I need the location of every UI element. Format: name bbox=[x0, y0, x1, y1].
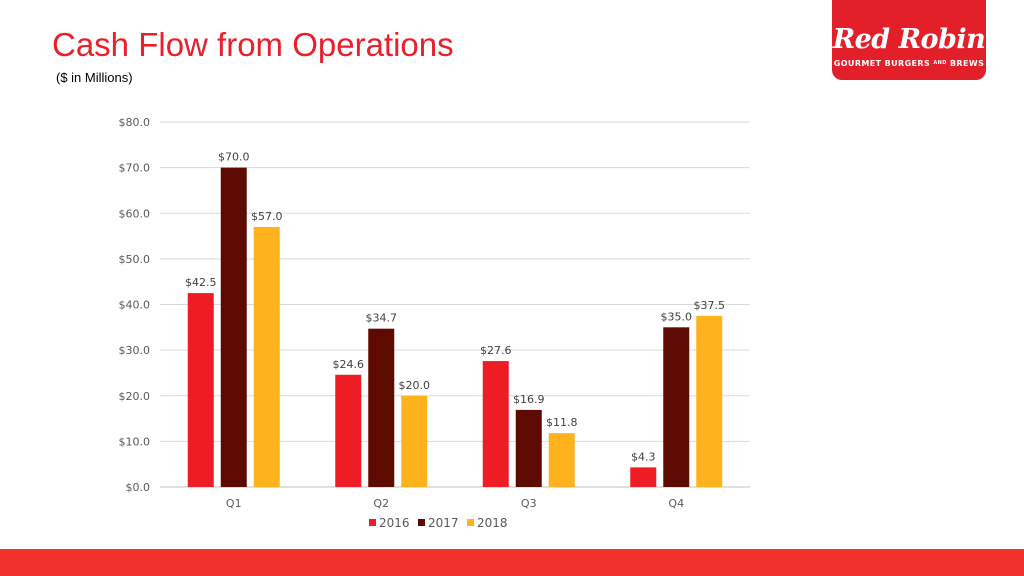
legend-label: 2016 bbox=[379, 516, 410, 530]
data-label: $24.6 bbox=[333, 358, 365, 371]
data-label: $42.5 bbox=[185, 276, 217, 289]
data-label: $34.7 bbox=[366, 312, 398, 325]
legend-swatch-2018 bbox=[467, 519, 474, 526]
data-label: $4.3 bbox=[631, 450, 656, 463]
legend-swatch-2016 bbox=[369, 519, 376, 526]
bar-2018-Q1 bbox=[253, 226, 280, 487]
page-title: Cash Flow from Operations bbox=[52, 26, 454, 63]
bar-2018-Q3 bbox=[548, 433, 575, 487]
logo-wordmark: Red Robin bbox=[832, 24, 986, 55]
legend-swatch-2017 bbox=[418, 519, 425, 526]
bar-2018-Q2 bbox=[401, 395, 428, 487]
y-tick-label: $60.0 bbox=[119, 207, 151, 220]
red-robin-logo: Red Robin GOURMET BURGERS AND BREWS bbox=[832, 0, 986, 80]
y-tick-label: $30.0 bbox=[119, 344, 151, 357]
bar-2018-Q4 bbox=[696, 315, 723, 487]
y-tick-label: $50.0 bbox=[119, 253, 151, 266]
bar-2016-Q3 bbox=[482, 361, 509, 487]
logo-tagline-amp: AND bbox=[933, 60, 947, 66]
data-label: $27.6 bbox=[480, 344, 512, 357]
data-label: $57.0 bbox=[251, 210, 283, 223]
y-tick-label: $0.0 bbox=[126, 481, 151, 494]
bar-2016-Q1 bbox=[187, 293, 214, 487]
legend-label: 2018 bbox=[477, 516, 508, 530]
data-label: $16.9 bbox=[513, 393, 545, 406]
data-label: $11.8 bbox=[546, 416, 578, 429]
x-tick-label: Q1 bbox=[226, 497, 242, 510]
page-subtitle: ($ in Millions) bbox=[56, 70, 133, 85]
data-label: $20.0 bbox=[399, 379, 431, 392]
legend-label: 2017 bbox=[428, 516, 459, 530]
bar-2016-Q4 bbox=[630, 467, 657, 487]
y-tick-label: $40.0 bbox=[119, 299, 151, 312]
data-label: $37.5 bbox=[694, 299, 726, 312]
logo-tagline: GOURMET BURGERS AND BREWS bbox=[832, 59, 986, 68]
bar-2016-Q2 bbox=[335, 374, 362, 487]
x-tick-label: Q2 bbox=[373, 497, 389, 510]
bar-2017-Q2 bbox=[368, 328, 395, 487]
y-tick-label: $20.0 bbox=[119, 390, 151, 403]
bar-2017-Q4 bbox=[663, 327, 690, 487]
footer-bar bbox=[0, 549, 1024, 576]
y-tick-label: $80.0 bbox=[119, 116, 151, 129]
bar-2017-Q1 bbox=[220, 167, 247, 487]
bar-2017-Q3 bbox=[515, 409, 542, 487]
logo-tagline-left: GOURMET BURGERS bbox=[833, 59, 931, 68]
y-tick-label: $10.0 bbox=[119, 435, 151, 448]
x-tick-label: Q3 bbox=[521, 497, 537, 510]
data-label: $35.0 bbox=[661, 310, 693, 323]
x-tick-label: Q4 bbox=[668, 497, 684, 510]
logo-tagline-right: BREWS bbox=[949, 59, 985, 68]
y-tick-label: $70.0 bbox=[119, 162, 151, 175]
data-label: $70.0 bbox=[218, 151, 250, 164]
